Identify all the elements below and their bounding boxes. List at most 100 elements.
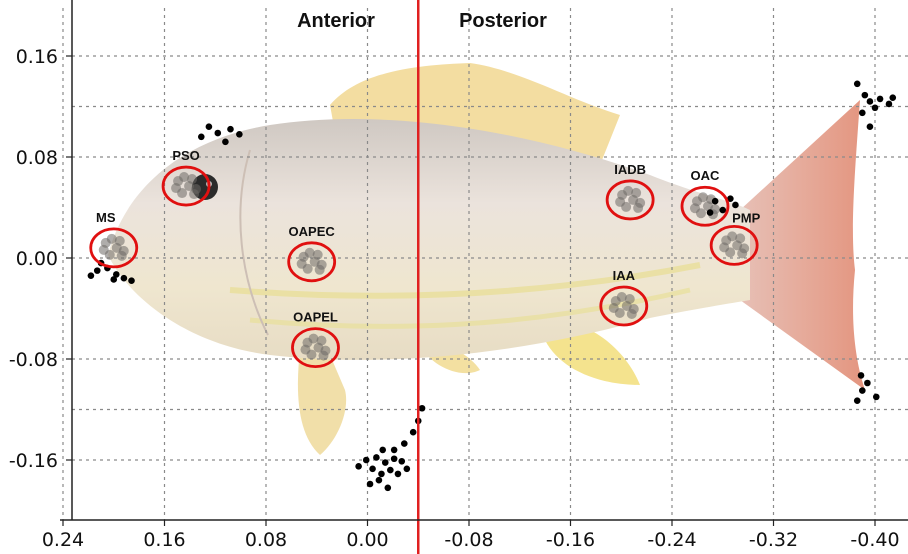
landmark-label: IADB	[614, 162, 646, 177]
data-point	[889, 94, 897, 101]
data-point	[369, 465, 376, 473]
landmark-circles	[89, 165, 759, 369]
landmark-circle	[89, 227, 139, 269]
landmark-circle	[287, 241, 337, 283]
landmark-point	[116, 250, 127, 261]
data-point	[128, 277, 135, 285]
landmark-point	[304, 247, 315, 258]
landmark-point	[300, 344, 311, 355]
landmark-point	[616, 291, 627, 302]
data-point	[222, 138, 229, 146]
landmark-point	[737, 248, 748, 259]
landmark-point	[633, 202, 644, 213]
data-point	[719, 206, 727, 214]
data-point	[110, 276, 118, 283]
data-point	[400, 440, 408, 447]
data-point	[866, 123, 874, 130]
landmark-point	[314, 264, 325, 275]
landmark-point	[626, 308, 637, 319]
landmark-point	[318, 350, 329, 361]
data-point	[227, 125, 234, 133]
data-point	[864, 379, 871, 387]
landmark-label: PSO	[172, 148, 199, 163]
landmark-point	[623, 185, 634, 196]
x-tick-label: -0.16	[546, 529, 595, 551]
region-label-posterior: Posterior	[459, 10, 547, 32]
data-point	[366, 480, 374, 488]
data-point	[853, 80, 861, 88]
landmark-point-clouds	[98, 172, 750, 361]
landmark-point	[628, 194, 639, 205]
data-point	[857, 372, 865, 379]
grid	[62, 8, 908, 520]
fish-body	[108, 119, 750, 360]
y-tick-label: 0.08	[16, 147, 58, 169]
data-point	[197, 133, 205, 141]
data-point	[390, 455, 398, 463]
landmark-point	[615, 196, 626, 207]
data-point	[859, 387, 866, 394]
data-point	[409, 428, 417, 436]
landmark-point	[98, 244, 109, 255]
data-point	[387, 466, 394, 474]
x-tick-label: -0.24	[647, 529, 696, 551]
x-tick-label: -0.32	[749, 529, 798, 551]
caudal-fin	[740, 100, 865, 390]
landmark-labels: MS PSO OAPEC OAPEL IADB OAC PMP IAA	[96, 148, 761, 325]
data-point	[375, 476, 383, 484]
data-point	[866, 98, 874, 105]
landmark-point	[697, 192, 708, 203]
landmark-point	[308, 333, 319, 344]
data-point	[885, 100, 893, 108]
data-point	[112, 271, 120, 278]
landmark-circle	[709, 224, 759, 266]
landmark-point	[608, 302, 619, 313]
x-tick-label: -0.08	[444, 529, 493, 551]
data-point	[120, 274, 128, 282]
data-point	[732, 201, 739, 209]
x-axis-ticks: 0.24 0.16 0.08 0.00 -0.08 -0.16 -0.24 -0.32 -0.4…	[42, 520, 900, 551]
landmark-point	[621, 300, 632, 311]
data-point	[394, 470, 402, 478]
landmark-label: OAPEC	[289, 224, 336, 239]
data-point	[362, 456, 370, 464]
landmark-circle	[599, 285, 649, 327]
x-tick-label: 0.08	[245, 529, 287, 551]
landmark-label: IAA	[613, 268, 636, 283]
y-axis-ticks: 0.16 0.08 0.00 -0.08 -0.16	[9, 46, 72, 472]
landmark-circle	[605, 179, 655, 221]
data-point	[711, 197, 719, 205]
data-point	[236, 130, 243, 138]
landmark-circle	[161, 165, 211, 207]
landmark-point	[727, 231, 738, 242]
y-tick-label: -0.08	[9, 349, 58, 371]
landmark-label: OAC	[691, 168, 721, 183]
landmark-point	[189, 189, 200, 200]
landmark-point	[296, 258, 307, 269]
x-tick-label: 0.24	[42, 529, 84, 551]
data-point	[390, 446, 398, 454]
data-point	[373, 454, 380, 461]
x-tick-label: 0.16	[143, 529, 185, 551]
data-points	[87, 80, 897, 492]
landmark-label: PMP	[732, 210, 761, 225]
landmark-point	[732, 240, 743, 251]
y-tick-label: 0.00	[16, 248, 58, 270]
data-point	[379, 446, 387, 454]
data-point	[214, 129, 222, 137]
landmark-label: MS	[96, 210, 116, 225]
data-point	[93, 267, 101, 274]
y-tick-label: 0.16	[16, 46, 58, 68]
y-tick-label: -0.16	[9, 450, 58, 472]
data-point	[418, 404, 426, 412]
landmark-point	[309, 256, 320, 267]
pectoral-fin	[297, 350, 347, 455]
x-tick-label: 0.00	[346, 529, 388, 551]
landmark-point	[111, 242, 122, 253]
data-point	[872, 393, 880, 401]
data-point	[381, 459, 389, 466]
landmark-point	[179, 172, 190, 183]
data-point	[861, 91, 869, 99]
landmark-point	[313, 342, 324, 353]
